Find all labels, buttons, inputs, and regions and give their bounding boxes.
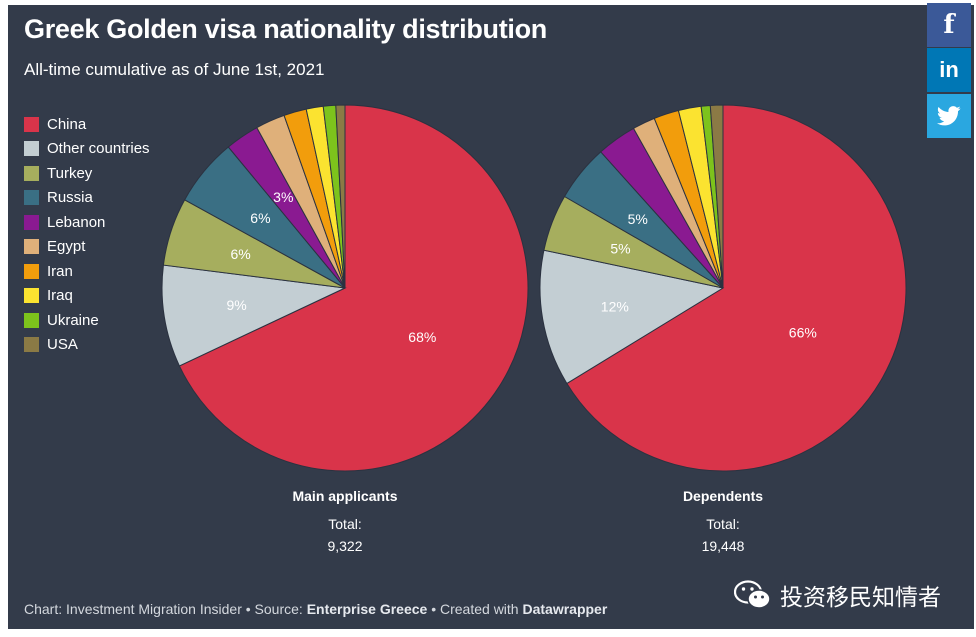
footer-chart-credit: Chart: Investment Migration Insider • So… xyxy=(24,601,307,617)
wechat-icon xyxy=(734,580,771,609)
pie-slice-dependents-other-countries xyxy=(539,249,725,385)
legend-swatch xyxy=(24,288,39,304)
pie-slice-main-china xyxy=(178,104,529,472)
legend-label: Iran xyxy=(47,262,73,280)
legend-swatch xyxy=(24,141,39,157)
pie-data-label: 5% xyxy=(628,211,648,227)
legend-label: Egypt xyxy=(47,238,86,256)
footer-source-link[interactable]: Enterprise Greece xyxy=(306,601,428,617)
facebook-share-button[interactable]: f xyxy=(927,3,971,47)
pie-slice-dependents-china xyxy=(566,104,907,472)
footer-created-with: • Created with xyxy=(427,601,523,617)
legend-label: Other countries xyxy=(47,140,150,158)
pie-slice-dependents-usa xyxy=(709,104,724,289)
pie-caption-main: Main applicants Total: 9,322 xyxy=(215,488,475,554)
watermark: 投资移民知情者 xyxy=(734,578,941,612)
pie-data-label: 12% xyxy=(601,299,629,315)
pie-slice-main-usa xyxy=(335,104,346,289)
footer-tool-link[interactable]: Datawrapper xyxy=(522,601,608,617)
legend-item: Turkey xyxy=(24,161,150,186)
legend-swatch xyxy=(24,312,39,328)
pie-main: 68%9%6%6%3% xyxy=(161,104,529,472)
pie-data-label: 5% xyxy=(610,241,630,257)
chart-footer: Chart: Investment Migration Insider • So… xyxy=(24,601,607,617)
total-value-main: 9,322 xyxy=(327,538,363,554)
watermark-text: 投资移民知情者 xyxy=(780,584,941,610)
chart-title: Greek Golden visa nationality distributi… xyxy=(24,14,547,44)
legend-item: Lebanon xyxy=(24,210,150,235)
legend-swatch xyxy=(24,190,39,206)
pie-caption-dependents: Dependents Total: 19,448 xyxy=(593,488,853,554)
pie-data-label: 9% xyxy=(226,297,246,313)
legend-swatch xyxy=(24,263,39,279)
legend-label: China xyxy=(47,115,87,133)
legend-label: Iraq xyxy=(47,287,73,305)
chart-subtitle: All-time cumulative as of June 1st, 2021 xyxy=(24,60,325,79)
pie-slice-main-other-countries xyxy=(161,264,347,367)
legend-swatch xyxy=(24,116,39,132)
legend-item: Other countries xyxy=(24,137,150,162)
pie-title-dependents: Dependents xyxy=(682,488,764,504)
twitter-share-button[interactable] xyxy=(927,94,971,138)
legend-item: USA xyxy=(24,333,150,358)
legend-swatch xyxy=(24,337,39,353)
legend-item: Egypt xyxy=(24,235,150,260)
linkedin-share-button[interactable]: in xyxy=(927,48,971,92)
pie-data-label: 3% xyxy=(273,189,293,205)
legend-label: Turkey xyxy=(47,164,93,182)
legend-label: USA xyxy=(47,336,78,354)
linkedin-icon: in xyxy=(939,57,959,82)
twitter-bird-icon xyxy=(937,106,961,126)
legend-item: Russia xyxy=(24,186,150,211)
pie-title-main: Main applicants xyxy=(292,488,398,504)
total-value-dependents: 19,448 xyxy=(701,538,745,554)
legend-item: China xyxy=(24,112,150,137)
pie-dependents: 66% 12% 5% 5% xyxy=(539,104,907,472)
facebook-icon: f xyxy=(943,10,955,40)
pie-data-label: 6% xyxy=(250,210,270,226)
total-label-main: Total: xyxy=(328,516,362,532)
pie-data-label: 66% xyxy=(789,325,817,341)
legend-item: Iraq xyxy=(24,284,150,309)
legend-swatch xyxy=(24,214,39,230)
legend-item: Iran xyxy=(24,259,150,284)
pie-data-label: 68% xyxy=(408,329,436,345)
pie-data-label: 6% xyxy=(230,246,250,262)
total-label-dependents: Total: xyxy=(706,516,740,532)
legend-label: Lebanon xyxy=(47,213,106,231)
legend-swatch xyxy=(24,165,39,181)
legend-label: Ukraine xyxy=(47,311,99,329)
legend-label: Russia xyxy=(47,189,93,207)
legend-item: Ukraine xyxy=(24,308,150,333)
legend: China Other countries Turkey Russia Lebanon E… xyxy=(24,112,150,357)
legend-swatch xyxy=(24,239,39,255)
